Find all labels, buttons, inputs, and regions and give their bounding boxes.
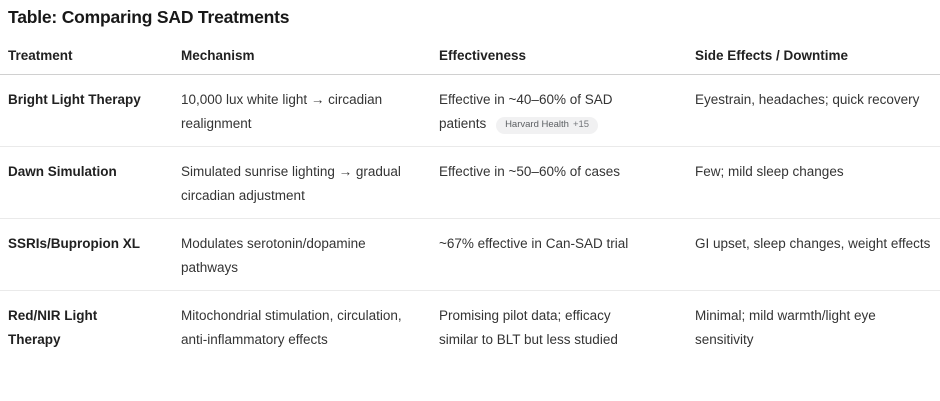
cell-mechanism: Mitochondrial stimulation, circulation, … (181, 308, 402, 347)
cell-effectiveness: Promising pilot data; efficacy similar t… (439, 308, 618, 347)
page-title: Table: Comparing SAD Treatments (8, 7, 290, 27)
citation-count: +15 (572, 119, 590, 130)
cell-side-effects: Minimal; mild warmth/light eye sensitivi… (695, 308, 876, 347)
cell-side-effects: GI upset, sleep changes, weight effects (687, 219, 940, 291)
cell-effectiveness: Effective in ~40–60% of SAD patients Har… (431, 75, 687, 147)
cell-side-effects: Few; mild sleep changes (687, 147, 940, 219)
citation-source-label: Harvard Health (505, 119, 569, 130)
cell-effectiveness: ~67% effective in Can-SAD trial (431, 219, 687, 291)
cell-mechanism: 10,000 lux white light → circadian reali… (173, 75, 431, 147)
effectiveness-text: Effective in ~40–60% of SAD patients (439, 92, 613, 131)
cell-treatment: Bright Light Therapy (0, 75, 173, 147)
cell-mechanism: Modulates serotonin/dopamine pathways (173, 219, 431, 291)
cell-mechanism: Simulated sunrise lighting → gradual cir… (173, 147, 431, 219)
cell-treatment: SSRIs/Bupropion XL (0, 219, 173, 291)
column-header-side-effects: Side Effects / Downtime (687, 29, 940, 75)
cell-effectiveness: Effective in ~50–60% of cases (431, 147, 687, 219)
column-header-effectiveness: Effectiveness (431, 29, 687, 75)
column-header-treatment: Treatment (0, 29, 173, 75)
cell-treatment: Red/NIR Light Therapy (8, 308, 98, 347)
citation-badge[interactable]: Harvard Health +15 (496, 117, 599, 134)
cell-side-effects: Eyestrain, headaches; quick recovery (687, 75, 940, 147)
cell-treatment: Dawn Simulation (0, 147, 173, 219)
comparison-table: Treatment Mechanism Effectiveness Side E… (0, 29, 940, 362)
column-header-mechanism: Mechanism (173, 29, 431, 75)
